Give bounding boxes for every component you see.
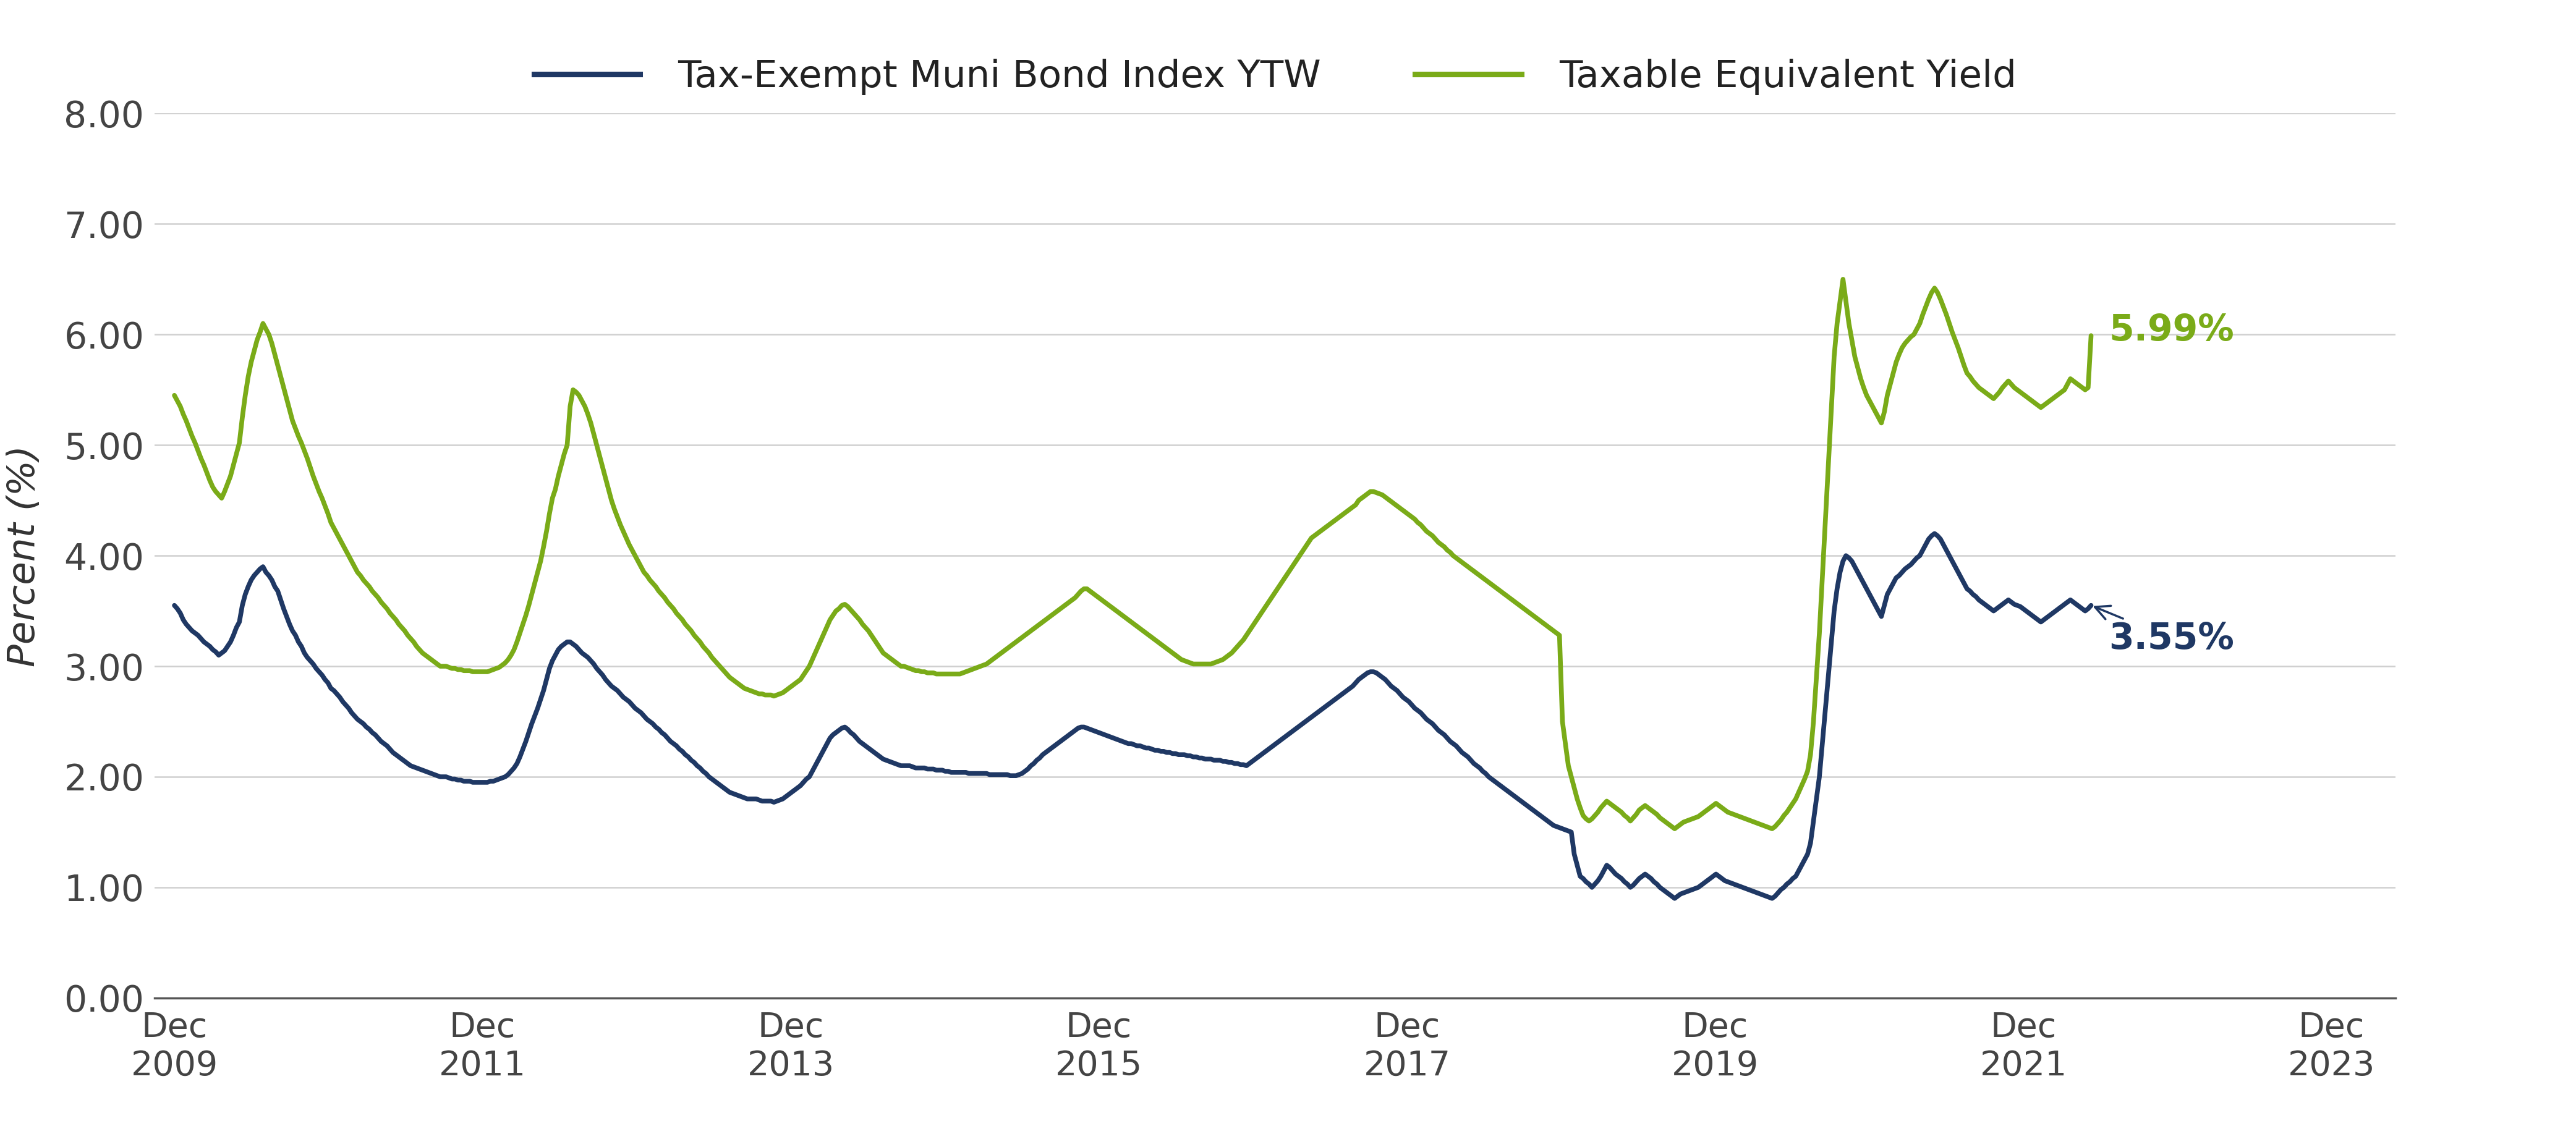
Legend: Tax-Exempt Muni Bond Index YTW, Taxable Equivalent Yield: Tax-Exempt Muni Bond Index YTW, Taxable … bbox=[518, 44, 2032, 110]
Text: 5.99%: 5.99% bbox=[2110, 313, 2233, 348]
Text: 3.55%: 3.55% bbox=[2094, 606, 2233, 657]
Y-axis label: Percent (%): Percent (%) bbox=[5, 445, 41, 667]
